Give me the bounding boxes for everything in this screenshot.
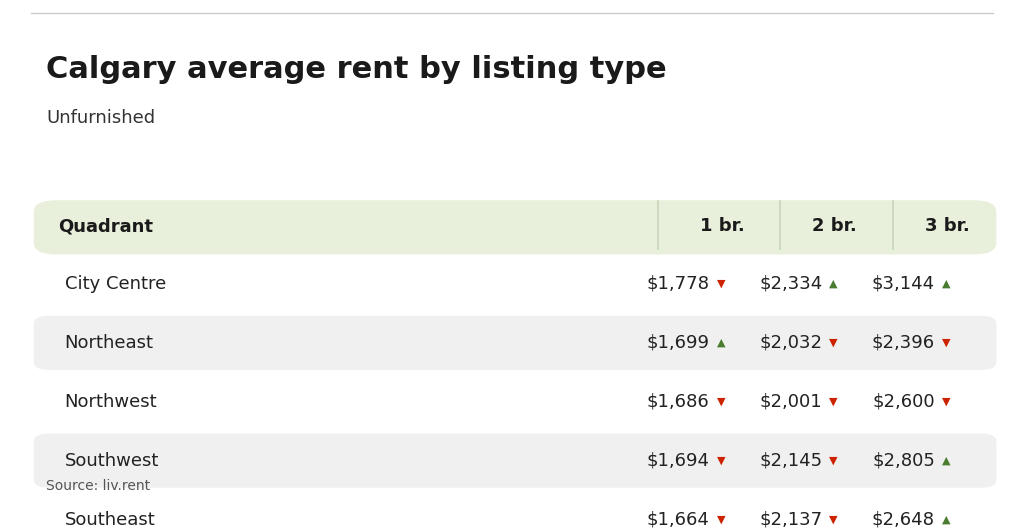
Text: 2 br.: 2 br. [812,217,857,235]
Text: ▼: ▼ [942,338,950,348]
Text: $2,145: $2,145 [759,452,822,470]
Text: Southeast: Southeast [65,510,156,528]
Text: Quadrant: Quadrant [58,217,154,235]
Text: $1,699: $1,699 [646,334,710,352]
Text: $1,664: $1,664 [647,510,710,528]
Text: Northwest: Northwest [65,393,157,411]
Text: $2,396: $2,396 [871,334,935,352]
Text: $3,144: $3,144 [871,275,935,293]
Text: ▼: ▼ [942,397,950,407]
Text: $2,648: $2,648 [871,510,935,528]
Text: ▲: ▲ [942,515,950,525]
Text: $2,001: $2,001 [760,393,822,411]
Text: $2,137: $2,137 [759,510,822,528]
Text: ▼: ▼ [829,338,838,348]
Text: ▲: ▲ [829,279,838,289]
Text: ▲: ▲ [942,279,950,289]
Text: ▼: ▼ [717,455,725,466]
Text: 1 br.: 1 br. [699,217,744,235]
Text: ▼: ▼ [829,397,838,407]
FancyBboxPatch shape [34,200,996,254]
Text: ▼: ▼ [717,279,725,289]
Text: $1,686: $1,686 [647,393,710,411]
FancyBboxPatch shape [34,434,996,488]
Text: ▼: ▼ [717,397,725,407]
Text: Calgary average rent by listing type: Calgary average rent by listing type [46,54,667,84]
Text: ▼: ▼ [829,455,838,466]
Text: $2,032: $2,032 [759,334,822,352]
Text: $2,805: $2,805 [872,452,935,470]
Text: ▲: ▲ [717,338,725,348]
Text: Northeast: Northeast [65,334,154,352]
Text: Source: liv.rent: Source: liv.rent [46,479,151,492]
Text: $2,600: $2,600 [872,393,935,411]
Text: 3 br.: 3 br. [925,217,970,235]
FancyBboxPatch shape [34,316,996,370]
Text: Unfurnished: Unfurnished [46,110,156,127]
Text: $2,334: $2,334 [759,275,822,293]
Text: ▼: ▼ [717,515,725,525]
Text: ▼: ▼ [829,515,838,525]
Text: $1,778: $1,778 [646,275,710,293]
Text: Southwest: Southwest [65,452,159,470]
Text: ▲: ▲ [942,455,950,466]
Text: $1,694: $1,694 [646,452,710,470]
Text: City Centre: City Centre [65,275,166,293]
